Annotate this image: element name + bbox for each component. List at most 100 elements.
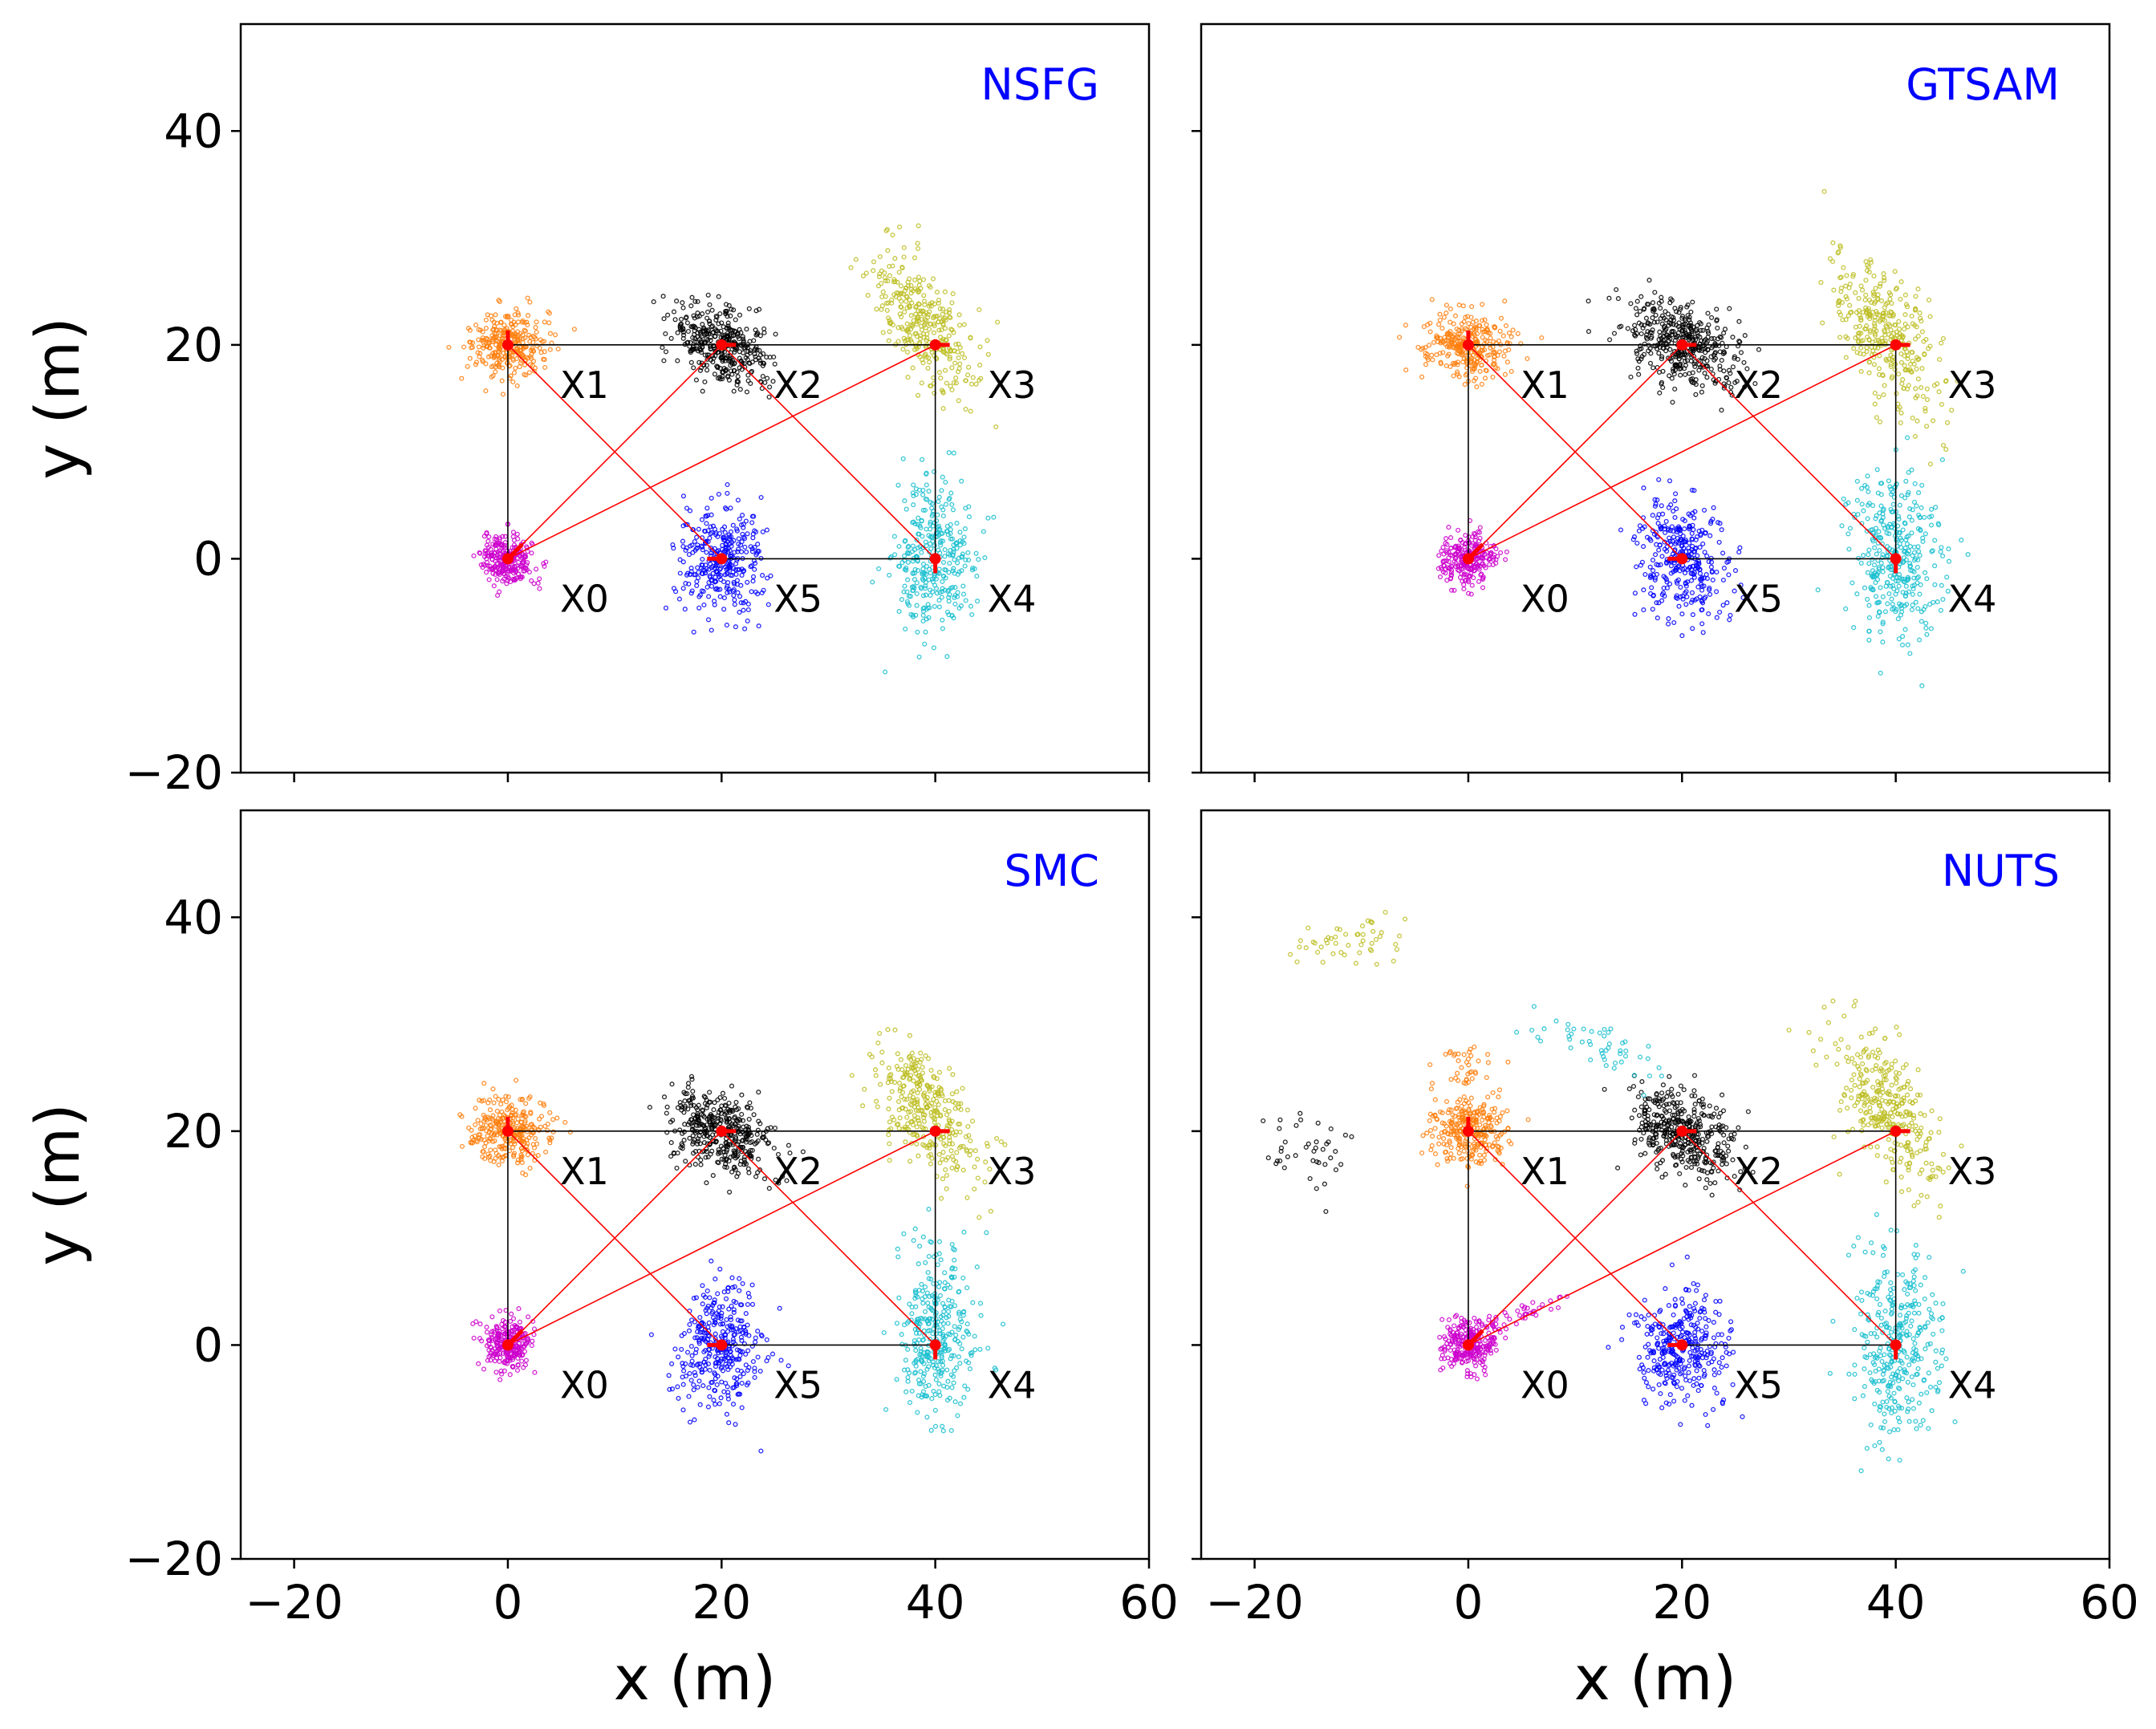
sample-point <box>968 603 974 609</box>
sample-point <box>879 306 884 312</box>
sample-point <box>1915 286 1921 292</box>
sample-point <box>908 313 914 319</box>
sample-point <box>1689 590 1695 595</box>
sample-point <box>526 313 531 319</box>
pose-marker-x0 <box>1462 553 1474 565</box>
sample-point <box>1699 389 1704 395</box>
sample-point <box>1727 306 1732 311</box>
sample-point <box>1427 329 1433 335</box>
sample-point <box>514 531 520 537</box>
sample-point <box>1653 552 1659 558</box>
sample-point <box>1946 558 1952 564</box>
sample-point <box>1738 350 1744 355</box>
sample-point <box>1851 346 1857 351</box>
sample-point <box>1866 552 1871 558</box>
sample-point <box>1849 580 1855 586</box>
sample-point <box>677 570 683 576</box>
sample-point <box>1931 418 1936 424</box>
sample-point <box>1923 531 1928 537</box>
sample-point <box>969 611 975 618</box>
sample-point <box>920 492 926 497</box>
sample-point <box>734 382 740 388</box>
sample-point <box>501 542 507 548</box>
sample-point <box>692 323 697 330</box>
sample-point <box>1704 553 1710 559</box>
sample-point <box>1876 529 1882 534</box>
pose-marker-x4 <box>1890 553 1902 565</box>
sample-point <box>554 1115 560 1121</box>
sample-point <box>728 529 734 534</box>
sample-point <box>940 617 945 623</box>
sample-point <box>484 343 489 349</box>
sample-point <box>1650 300 1656 306</box>
sample-point <box>1504 549 1509 554</box>
sample-point <box>465 326 471 331</box>
sample-point <box>719 351 725 356</box>
sample-point <box>911 502 916 508</box>
sample-point <box>1854 497 1860 503</box>
sample-point <box>728 313 733 319</box>
sample-point <box>753 1174 759 1179</box>
sample-point <box>1924 397 1931 403</box>
sample-point <box>1397 335 1403 340</box>
sample-point <box>721 607 727 612</box>
sample-point <box>700 388 705 394</box>
sample-point <box>946 599 952 604</box>
sample-point <box>741 339 746 344</box>
sample-point <box>765 602 771 607</box>
sample-point <box>527 1165 533 1171</box>
sample-point <box>1933 505 1939 510</box>
sample-point <box>1672 514 1678 521</box>
sample-point <box>693 377 699 383</box>
sample-point <box>1606 295 1612 301</box>
sample-point <box>1914 418 1920 424</box>
sample-point <box>991 514 997 520</box>
sample-point <box>1927 602 1933 607</box>
sample-point <box>1939 457 1945 463</box>
sample-point <box>940 406 946 412</box>
sample-point <box>745 618 750 624</box>
sample-cloud-x3 <box>1818 189 1960 467</box>
sample-point <box>950 291 956 297</box>
sample-point <box>550 1129 556 1134</box>
sample-point <box>1861 553 1866 558</box>
sample-point <box>939 488 944 493</box>
sample-point <box>940 559 947 566</box>
sample-point <box>949 501 955 507</box>
sample-point <box>1910 553 1915 558</box>
sample-point <box>537 345 542 351</box>
sample-point <box>501 323 507 328</box>
sample-point <box>746 360 752 366</box>
sample-point <box>688 359 694 365</box>
sample-point <box>508 579 514 585</box>
sample-point <box>928 592 933 599</box>
sample-point <box>1525 355 1530 362</box>
sample-point <box>739 1111 745 1117</box>
sample-point <box>694 578 700 584</box>
sample-point <box>1856 295 1862 301</box>
sample-point <box>1469 304 1475 310</box>
sample-point <box>1714 615 1720 620</box>
sample-point <box>1866 547 1872 553</box>
sample-point <box>1913 386 1918 392</box>
sample-point <box>668 1154 674 1159</box>
sample-point <box>1736 550 1742 555</box>
sample-point <box>661 1094 668 1100</box>
sample-point <box>965 372 971 378</box>
sample-point <box>949 300 955 306</box>
sample-point <box>486 577 492 582</box>
sample-point <box>882 274 887 281</box>
sample-point <box>907 333 913 339</box>
sample-point <box>1866 489 1871 495</box>
sample-point <box>1851 625 1857 631</box>
sample-point <box>1659 554 1665 559</box>
sample-point <box>961 534 967 540</box>
sample-point <box>1479 381 1484 387</box>
sample-point <box>663 331 668 337</box>
sample-point <box>1936 389 1942 395</box>
sample-point <box>695 565 700 570</box>
sample-point <box>1430 357 1435 363</box>
sample-point <box>1847 282 1853 287</box>
sample-point <box>1708 564 1714 570</box>
sample-point <box>749 589 754 595</box>
